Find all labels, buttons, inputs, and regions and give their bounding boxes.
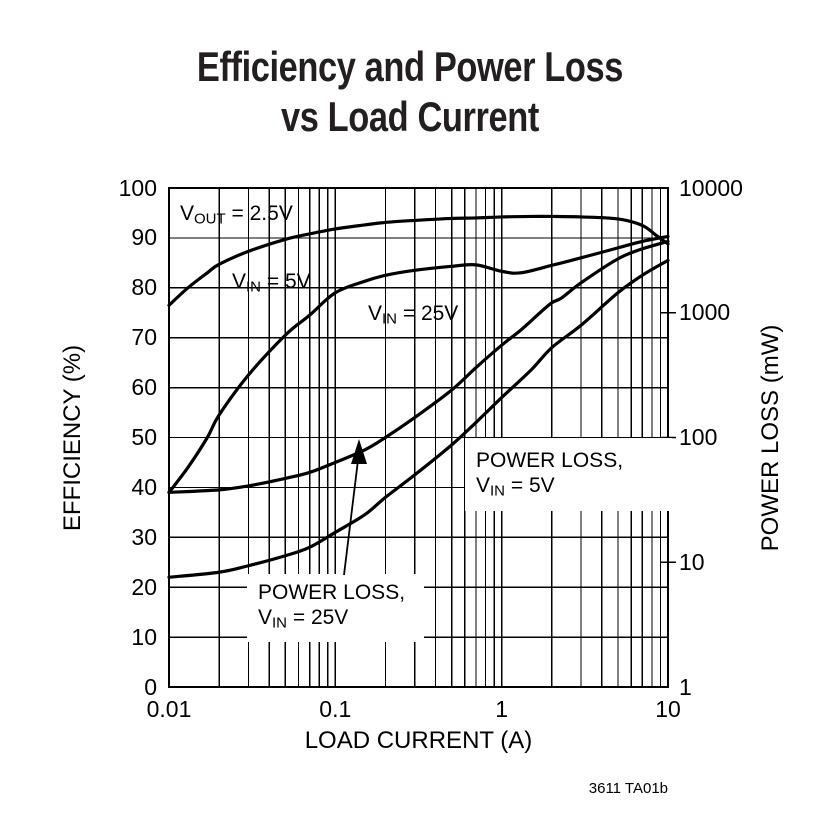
svg-text:90: 90 <box>131 224 157 250</box>
svg-text:100: 100 <box>119 175 157 201</box>
svg-text:10: 10 <box>131 624 157 650</box>
svg-text:1000: 1000 <box>679 299 730 325</box>
svg-text:0.1: 0.1 <box>319 696 351 722</box>
svg-text:EFFICIENCY (%): EFFICIENCY (%) <box>59 345 86 531</box>
svg-text:50: 50 <box>131 424 157 450</box>
svg-text:100: 100 <box>679 424 717 450</box>
svg-text:70: 70 <box>131 324 157 350</box>
svg-text:60: 60 <box>131 374 157 400</box>
svg-text:20: 20 <box>131 574 157 600</box>
svg-text:0.01: 0.01 <box>147 696 192 722</box>
svg-text:40: 40 <box>131 474 157 500</box>
svg-text:1: 1 <box>495 696 508 722</box>
svg-text:VOUT = 2.5V: VOUT = 2.5V <box>180 202 293 228</box>
svg-text:10: 10 <box>655 696 681 722</box>
svg-text:1: 1 <box>679 674 692 700</box>
svg-text:80: 80 <box>131 274 157 300</box>
svg-text:VIN = 25V: VIN = 25V <box>368 302 458 328</box>
svg-text:POWER LOSS,: POWER LOSS, <box>258 581 405 604</box>
svg-text:3611 TA01b: 3611 TA01b <box>589 780 668 797</box>
svg-text:VIN = 5V: VIN = 5V <box>476 474 555 500</box>
svg-text:VIN = 25V: VIN = 25V <box>258 606 348 632</box>
svg-text:10: 10 <box>679 549 705 575</box>
svg-text:POWER LOSS,: POWER LOSS, <box>476 449 623 472</box>
svg-text:30: 30 <box>131 524 157 550</box>
svg-text:VIN = 5V: VIN = 5V <box>232 270 311 296</box>
svg-text:LOAD CURRENT (A): LOAD CURRENT (A) <box>305 727 533 754</box>
svg-text:10000: 10000 <box>679 175 743 201</box>
svg-text:POWER LOSS (mW): POWER LOSS (mW) <box>757 325 784 552</box>
